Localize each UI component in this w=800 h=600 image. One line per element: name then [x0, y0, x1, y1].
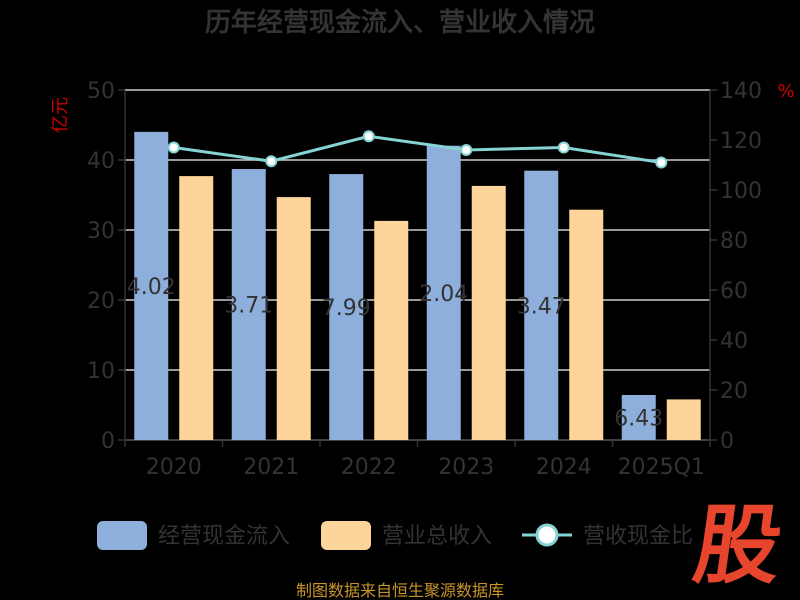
ratio-line	[173, 134, 662, 164]
bar-cash-inflow	[621, 394, 656, 440]
chart-title: 历年经营现金流入、营业收入情况	[205, 7, 595, 38]
bar-revenue	[276, 197, 311, 440]
left-tick-label: 50	[87, 79, 115, 104]
x-tick-label: 2021	[243, 455, 299, 480]
legend-swatch-cash-inflow	[97, 521, 147, 550]
bar-revenue	[569, 209, 604, 440]
left-tick-label: 10	[87, 359, 115, 384]
legend-swatch-revenue	[321, 521, 371, 550]
left-tick-label: 30	[87, 219, 115, 244]
left-axis-ticks: 0 10 20 30 40 50	[87, 79, 125, 454]
bar-cash-inflow	[329, 174, 364, 440]
bar-cash-inflow	[524, 170, 559, 440]
left-axis-unit: 亿元	[50, 97, 71, 133]
legend-label-ratio: 营收现金比	[583, 524, 693, 549]
bar-cash-inflow	[231, 169, 266, 440]
left-tick-label: 20	[87, 289, 115, 314]
x-tick-label: 2023	[438, 455, 494, 480]
left-tick-label: 40	[87, 149, 115, 174]
bar-revenue	[666, 399, 701, 440]
bar-cash-inflow	[426, 145, 461, 440]
bar-data-label: 2.04	[419, 282, 468, 307]
legend-label-revenue: 营业总收入	[382, 524, 492, 549]
right-tick-label: 40	[720, 329, 748, 354]
bar-cash-inflow	[134, 131, 169, 441]
bar-data-label: 4.02	[127, 275, 176, 300]
x-tick-label: 2020	[146, 455, 202, 480]
ratio-point	[167, 141, 180, 154]
x-tick-label: 2022	[341, 455, 397, 480]
bar-data-label: 3.71	[224, 294, 273, 319]
legend: 经营现金流入 营业总收入 营收现金比	[97, 521, 693, 550]
ratio-point	[655, 156, 668, 169]
x-axis-ticks: 2020 2021 2022 2023 2024 2025Q1	[124, 440, 711, 480]
left-tick-label: 0	[101, 429, 115, 454]
right-tick-label: 80	[720, 229, 748, 254]
brand-logo: 股	[687, 496, 789, 596]
x-tick-label: 2024	[536, 455, 592, 480]
bar-data-label: 7.99	[322, 296, 371, 321]
ratio-point	[460, 144, 473, 156]
bar-revenue	[179, 176, 214, 440]
ratio-point	[557, 141, 570, 154]
ratio-point	[265, 155, 278, 168]
bar-data-label: 6.43	[614, 406, 663, 431]
legend-marker-ratio	[535, 523, 559, 547]
right-tick-label: 100	[720, 179, 762, 204]
bar-data-label: 3.47	[517, 294, 566, 319]
right-tick-label: 0	[720, 429, 734, 454]
right-axis-unit: %	[777, 81, 794, 102]
line-series	[167, 130, 668, 169]
source-footer: 制图数据来自恒生聚源数据库	[296, 581, 504, 600]
ratio-point	[362, 130, 375, 143]
right-tick-label: 60	[720, 279, 748, 304]
legend-label-cash-inflow: 经营现金流入	[158, 524, 290, 549]
right-tick-label: 20	[720, 379, 748, 404]
bar-series	[134, 131, 701, 441]
x-tick-label: 2025Q1	[618, 455, 705, 480]
bar-data-labels: 4.02 3.71 7.99 2.04 3.47 6.43	[127, 275, 663, 432]
right-axis-ticks: 0 20 40 60 80 100 120 140	[710, 79, 762, 454]
right-tick-label: 140	[720, 79, 762, 104]
bar-revenue	[471, 185, 506, 440]
right-tick-label: 120	[720, 129, 762, 154]
bar-revenue	[374, 220, 409, 440]
